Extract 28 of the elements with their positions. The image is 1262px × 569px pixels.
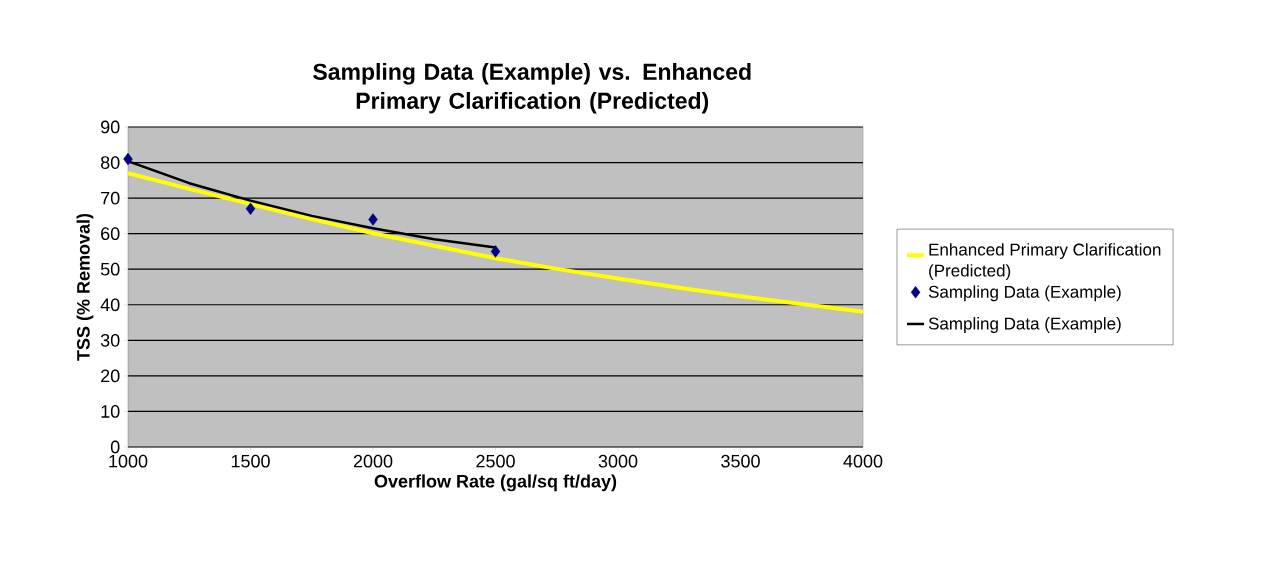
y-tick-label: 20 <box>101 369 120 383</box>
y-tick-label: 30 <box>100 333 120 347</box>
y-axis-title: TSS (% Removal) <box>76 213 94 361</box>
y-tick-label: 50 <box>100 262 120 276</box>
point <box>123 152 133 166</box>
x-tick-label: 4000 <box>843 454 883 468</box>
x-tick-label: 3500 <box>721 454 760 468</box>
x-tick-label: 3000 <box>598 454 638 468</box>
y-tick-label: 0 <box>110 440 120 454</box>
legend-label: Sampling Data (Example) <box>928 285 1121 302</box>
legend-label: Sampling Data (Example) <box>928 317 1121 333</box>
x-axis-title: Overflow Rate (gal/sq ft/day) <box>374 474 617 492</box>
y-tick-label: 40 <box>100 298 120 312</box>
point <box>368 213 378 226</box>
y-tick-label: 70 <box>101 191 120 205</box>
y-tick-label: 10 <box>101 405 120 418</box>
y-tick-label: 60 <box>101 227 120 241</box>
line-series <box>128 171 863 314</box>
legend-label: Enhanced Primary Clarification (Predicted) <box>929 243 1161 280</box>
point <box>245 202 256 215</box>
x-tick-label: 2500 <box>476 454 515 468</box>
x-tick-label: 1000 <box>109 454 148 468</box>
y-tick-label: 90 <box>101 120 120 134</box>
x-tick-label: 2000 <box>353 454 393 468</box>
y-tick-label: 80 <box>100 156 120 169</box>
point <box>490 245 501 258</box>
chart-title: Sampling Data (Example) vs. Enhanced Primary Clarification (Predicted) <box>313 63 751 114</box>
x-tick-label: 1500 <box>231 454 270 468</box>
